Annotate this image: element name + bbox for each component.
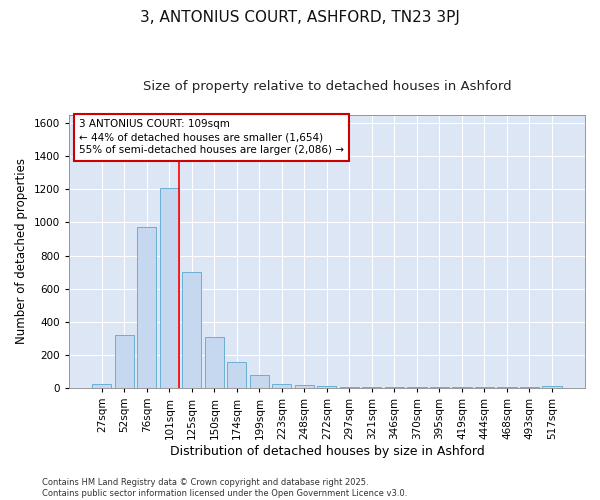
Bar <box>227 362 247 388</box>
Bar <box>115 335 134 388</box>
Bar <box>542 386 562 388</box>
Text: 3, ANTONIUS COURT, ASHFORD, TN23 3PJ: 3, ANTONIUS COURT, ASHFORD, TN23 3PJ <box>140 10 460 25</box>
Bar <box>205 338 224 388</box>
Bar <box>250 376 269 388</box>
Bar <box>385 387 404 388</box>
Text: Contains HM Land Registry data © Crown copyright and database right 2025.
Contai: Contains HM Land Registry data © Crown c… <box>42 478 407 498</box>
Bar <box>362 387 382 388</box>
X-axis label: Distribution of detached houses by size in Ashford: Distribution of detached houses by size … <box>170 444 484 458</box>
Title: Size of property relative to detached houses in Ashford: Size of property relative to detached ho… <box>143 80 511 93</box>
Bar <box>160 188 179 388</box>
Bar <box>430 387 449 388</box>
Bar <box>137 226 157 388</box>
Bar <box>317 386 337 388</box>
Bar <box>295 386 314 388</box>
Text: 3 ANTONIUS COURT: 109sqm
← 44% of detached houses are smaller (1,654)
55% of sem: 3 ANTONIUS COURT: 109sqm ← 44% of detach… <box>79 119 344 156</box>
Bar <box>92 384 112 388</box>
Bar <box>182 272 202 388</box>
Y-axis label: Number of detached properties: Number of detached properties <box>15 158 28 344</box>
Bar <box>340 386 359 388</box>
Bar <box>272 384 292 388</box>
